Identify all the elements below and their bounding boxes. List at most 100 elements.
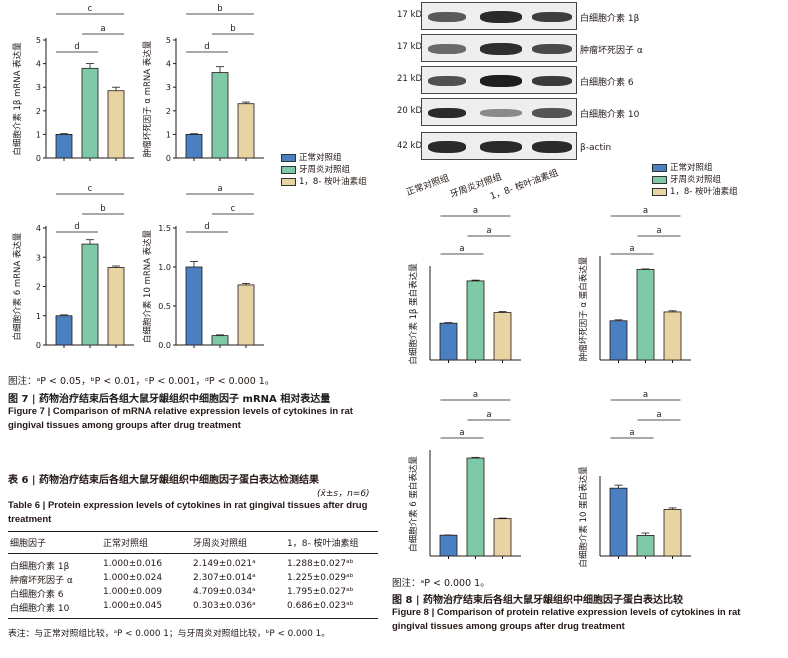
table6: 细胞因子 正常对照组 牙周炎对照组 1，8- 桉叶油素组 白细胞介素 1β 1.… (8, 536, 378, 616)
y-axis-label: 肿瘤坏死因子 α mRNA 表达量 (142, 40, 153, 157)
blot-band (532, 12, 572, 22)
y-tick-label: 0 (36, 341, 41, 350)
blot-protein-name: 白细胞介素 1β (580, 14, 640, 24)
chart-tnfa-mrna: 0 1 2 3 4 5 肿瘤坏死因子 α mRNA 表达量 bb d (142, 4, 264, 163)
bar (466, 457, 485, 557)
bar (493, 312, 512, 361)
significance-label: c (88, 184, 93, 194)
blot-protein-name: 白细胞介素 6 (580, 78, 634, 88)
y-tick-label: 4 (166, 60, 171, 69)
table-cell: 白细胞介素 6 (10, 590, 64, 600)
table-cell: 白细胞介素 1β (10, 562, 70, 572)
table-header-cell: 细胞因子 (10, 539, 47, 549)
significance-label: a (473, 206, 478, 216)
bar (81, 67, 99, 159)
table-cell: 0.686±0.023ᵃᵇ (287, 601, 354, 611)
y-tick-label: 0 (166, 154, 171, 163)
significance-label: a (643, 206, 648, 216)
table-cell: 1.288±0.027ᵃᵇ (287, 559, 354, 569)
blot-band (532, 108, 572, 118)
legend-item-periodontitis: 牙周炎对照组 (652, 174, 738, 186)
blot-band (428, 12, 466, 22)
table-row: 白细胞介素 10 1.000±0.045 0.303±0.036ᵃ 0.686±… (8, 601, 378, 615)
blot-band (428, 76, 466, 86)
legend-label: 1，8- 桉叶油素组 (299, 177, 367, 187)
significance-label: a (459, 428, 464, 438)
blot-band (428, 44, 466, 54)
y-tick-label: 3 (36, 253, 41, 262)
table-cell: 1.795±0.027ᵃᵇ (287, 587, 354, 597)
blot-lane-label: 正常对照组 (405, 173, 451, 199)
significance-label: a (459, 244, 464, 254)
bar (81, 243, 99, 346)
blot-band (480, 43, 522, 55)
significance-label: d (74, 42, 79, 52)
y-axis-label: 白细胞介素 10 mRNA 表达量 (142, 229, 153, 343)
y-tick-label: 1.0 (158, 263, 171, 272)
significance-label: a (656, 410, 661, 420)
significance-label: c (231, 204, 236, 214)
fig7-legend: 正常对照组 牙周炎对照组 1，8- 桉叶油素组 (281, 152, 367, 188)
table-cell: 1.225±0.029ᵃᵇ (287, 573, 354, 583)
table-cell: 1.000±0.009 (103, 587, 163, 597)
y-tick-label: 5 (36, 36, 41, 45)
y-tick-label: 1 (166, 130, 171, 139)
bar (211, 72, 229, 159)
bar (636, 535, 655, 557)
blot-kd-label: 17 kD (397, 10, 422, 20)
significance-label: b (217, 4, 222, 14)
table-header-cell: 1，8- 桉叶油素组 (287, 539, 359, 549)
bar (185, 133, 203, 159)
significance-label: b (100, 204, 105, 214)
table6-title-en: Table 6 | Protein expression levels of c… (8, 500, 368, 525)
significance-label: a (486, 410, 491, 420)
y-axis-label: 白细胞介素 6 蛋白表达量 (408, 456, 419, 552)
bar (663, 509, 682, 557)
blot-band (532, 44, 572, 54)
y-tick-label: 2 (36, 107, 41, 116)
bar (211, 335, 229, 346)
y-tick-label: 1 (36, 312, 41, 321)
blot-kd-label: 20 kD (397, 106, 422, 116)
blot-band (480, 141, 522, 153)
bar (636, 269, 655, 361)
blot-band (480, 109, 522, 117)
legend-label: 牙周炎对照组 (670, 175, 722, 185)
fig7-caption-cn: 图 7 | 药物治疗结束后各组大鼠牙龈组织中细胞因子 mRNA 相对表达量 (8, 394, 331, 405)
significance-label: d (204, 42, 209, 52)
table-cell: 1.000±0.024 (103, 573, 163, 583)
bar (107, 267, 125, 346)
blot-kd-label: 21 kD (397, 74, 422, 84)
y-tick-label: 0.0 (158, 341, 171, 350)
legend-swatch (281, 178, 296, 186)
blot-strip-tnfa (421, 34, 577, 62)
table-mid-rule (8, 553, 378, 554)
significance-label: a (629, 244, 634, 254)
blot-protein-name: 白细胞介素 10 (580, 110, 640, 120)
bar (493, 518, 512, 557)
legend-label: 牙周炎对照组 (299, 165, 351, 175)
bar (439, 534, 458, 557)
table-row: 白细胞介素 6 1.000±0.009 4.709±0.034ᵃ 1.795±0… (8, 587, 378, 601)
bar (237, 103, 255, 159)
legend-label: 正常对照组 (670, 163, 713, 173)
y-axis-label: 肿瘤坏死因子 α 蛋白表达量 (578, 256, 589, 361)
blot-band (480, 75, 522, 87)
y-tick-label: 2 (166, 107, 171, 116)
legend-item-periodontitis: 牙周炎对照组 (281, 164, 367, 176)
fig7-note: 图注：ᵃP < 0.05，ᵇP < 0.01，ᶜP < 0.001，ᵈP < 0… (8, 376, 275, 387)
significance-label: a (629, 428, 634, 438)
bar (609, 320, 628, 361)
chart-il6-mrna: 0 1 2 3 4 白细胞介素 6 mRNA 表达量 cb d (12, 184, 134, 350)
y-tick-label: 5 (166, 36, 171, 45)
significance-label: a (486, 226, 491, 236)
bar (107, 90, 125, 159)
table6-footnote: 表注：与正常对照组比较，ᵃP < 0.000 1；与牙周炎对照组比较，ᵇP < … (8, 629, 331, 639)
table-bottom-rule (8, 618, 378, 619)
legend-swatch (652, 164, 667, 172)
y-tick-label: 1.5 (158, 224, 171, 233)
bar (55, 133, 73, 159)
table-cell: 2.149±0.021ᵃ (193, 559, 256, 569)
